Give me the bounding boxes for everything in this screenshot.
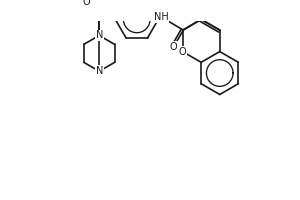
Text: O: O [169,42,177,52]
Text: O: O [179,47,186,57]
Text: NH: NH [154,12,168,22]
Text: O: O [83,0,91,7]
Text: N: N [95,66,103,76]
Text: N: N [95,30,103,40]
